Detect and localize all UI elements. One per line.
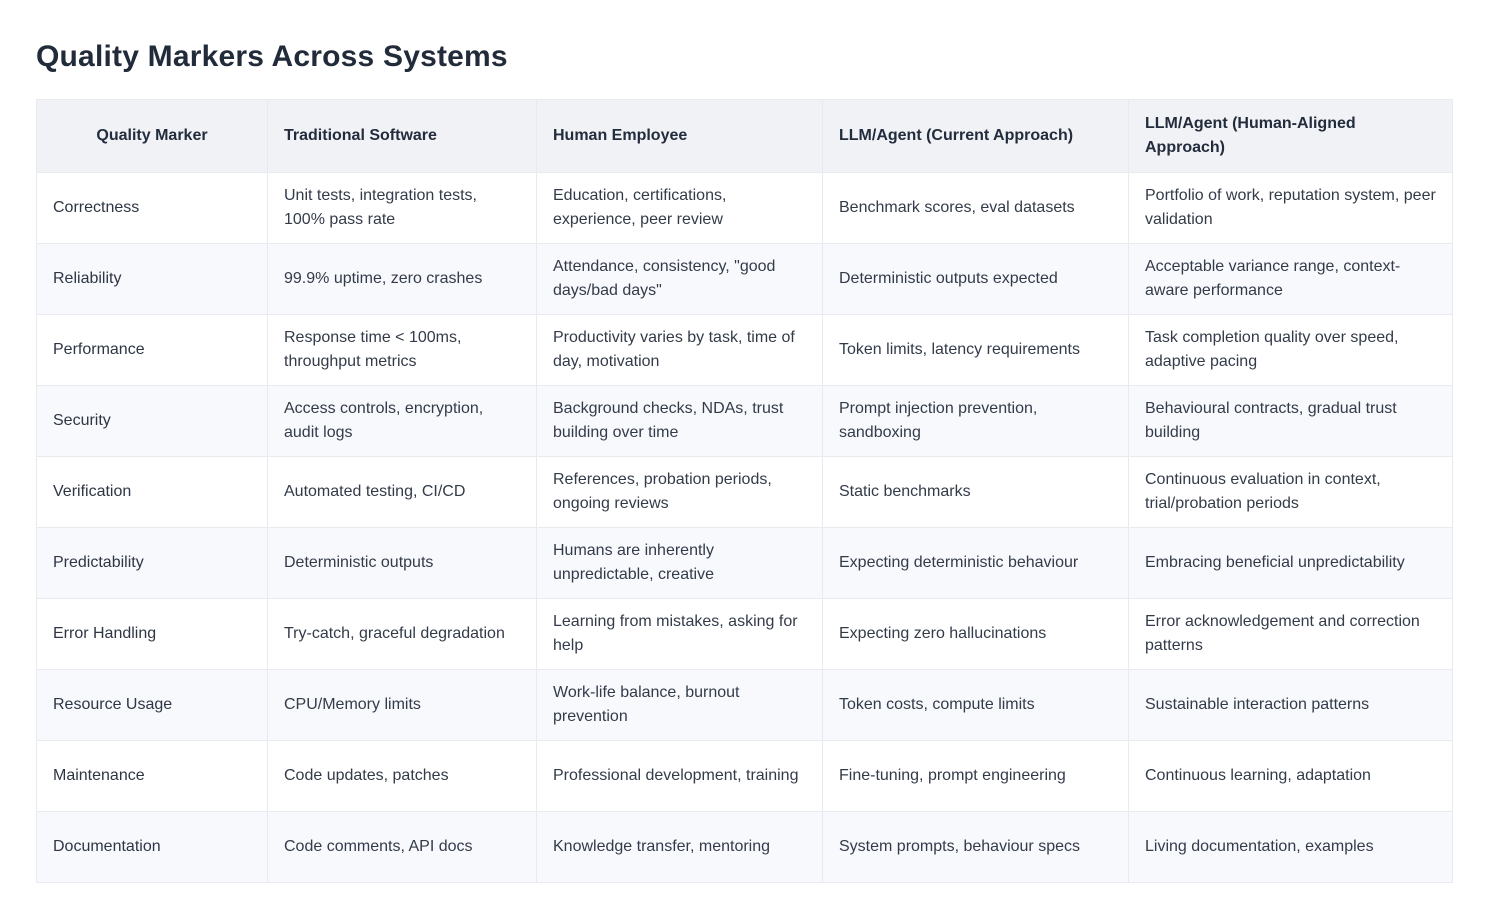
header-row: Quality Marker Traditional Software Human … <box>36 99 1453 173</box>
row-label-cell: Verification <box>36 456 268 528</box>
value-cell: System prompts, behaviour specs <box>822 811 1129 883</box>
value-cell: Expecting zero hallucinations <box>822 598 1129 670</box>
table-row: Correctness Unit tests, integration tests… <box>36 172 1453 244</box>
value-cell: Code updates, patches <box>267 740 537 812</box>
table-row: Verification Automated testing, CI/CD Refe… <box>36 456 1453 528</box>
value-cell: CPU/Memory limits <box>267 669 537 741</box>
value-cell: Token costs, compute limits <box>822 669 1129 741</box>
value-cell: Token limits, latency requirements <box>822 314 1129 386</box>
column-header: LLM/Agent (Current Approach) <box>822 99 1129 173</box>
table-row: Performance Response time < 100ms, throug… <box>36 314 1453 386</box>
value-cell: Humans are inherently unpredictable, cre… <box>536 527 823 599</box>
value-cell: Benchmark scores, eval datasets <box>822 172 1129 244</box>
table-row: Resource Usage CPU/Memory limits Work-life… <box>36 669 1453 741</box>
table-row: Security Access controls, encryption, aud… <box>36 385 1453 457</box>
value-cell: Knowledge transfer, mentoring <box>536 811 823 883</box>
row-label-cell: Error Handling <box>36 598 268 670</box>
row-label-cell: Resource Usage <box>36 669 268 741</box>
value-cell: Behavioural contracts, gradual trust bui… <box>1128 385 1453 457</box>
value-cell: Task completion quality over speed, adap… <box>1128 314 1453 386</box>
value-cell: Embracing beneficial unpredictability <box>1128 527 1453 599</box>
value-cell: Fine-tuning, prompt engineering <box>822 740 1129 812</box>
value-cell: Deterministic outputs expected <box>822 243 1129 315</box>
value-cell: Work-life balance, burnout prevention <box>536 669 823 741</box>
page: Quality Markers Across Systems Quality M… <box>36 40 1453 883</box>
page-title: Quality Markers Across Systems <box>36 40 508 73</box>
row-label-cell: Performance <box>36 314 268 386</box>
value-cell: Prompt injection prevention, sandboxing <box>822 385 1129 457</box>
value-cell: 99.9% uptime, zero crashes <box>267 243 537 315</box>
value-cell: References, probation periods, ongoing r… <box>536 456 823 528</box>
value-cell: Response time < 100ms, throughput metric… <box>267 314 537 386</box>
value-cell: Deterministic outputs <box>267 527 537 599</box>
value-cell: Access controls, encryption, audit logs <box>267 385 537 457</box>
value-cell: Education, certifications, experience, p… <box>536 172 823 244</box>
quality-markers-table: Quality Marker Traditional Software Human … <box>36 99 1453 883</box>
table-row: Error Handling Try-catch, graceful degrad… <box>36 598 1453 670</box>
value-cell: Error acknowledgement and correction pat… <box>1128 598 1453 670</box>
value-cell: Professional development, training <box>536 740 823 812</box>
value-cell: Continuous evaluation in context, trial/… <box>1128 456 1453 528</box>
value-cell: Sustainable interaction patterns <box>1128 669 1453 741</box>
table-row: Maintenance Code updates, patches Professi… <box>36 740 1453 812</box>
column-header: Human Employee <box>536 99 823 173</box>
row-label-cell: Reliability <box>36 243 268 315</box>
value-cell: Background checks, NDAs, trust building … <box>536 385 823 457</box>
row-label-cell: Security <box>36 385 268 457</box>
value-cell: Try-catch, graceful degradation <box>267 598 537 670</box>
value-cell: Learning from mistakes, asking for help <box>536 598 823 670</box>
row-label-cell: Documentation <box>36 811 268 883</box>
column-header: Traditional Software <box>267 99 537 173</box>
row-label-cell: Maintenance <box>36 740 268 812</box>
row-label-cell: Predictability <box>36 527 268 599</box>
column-header: LLM/Agent (Human-Aligned Approach) <box>1128 99 1453 173</box>
row-label-cell: Correctness <box>36 172 268 244</box>
table-body: Correctness Unit tests, integration tests… <box>36 172 1453 883</box>
value-cell: Unit tests, integration tests, 100% pass… <box>267 172 537 244</box>
value-cell: Static benchmarks <box>822 456 1129 528</box>
value-cell: Attendance, consistency, "good days/bad … <box>536 243 823 315</box>
value-cell: Portfolio of work, reputation system, pe… <box>1128 172 1453 244</box>
value-cell: Living documentation, examples <box>1128 811 1453 883</box>
value-cell: Code comments, API docs <box>267 811 537 883</box>
value-cell: Expecting deterministic behaviour <box>822 527 1129 599</box>
table-head: Quality Marker Traditional Software Human … <box>36 99 1453 173</box>
table-row: Reliability 99.9% uptime, zero crashes Att… <box>36 243 1453 315</box>
table-row: Predictability Deterministic outputs Human… <box>36 527 1453 599</box>
value-cell: Automated testing, CI/CD <box>267 456 537 528</box>
value-cell: Continuous learning, adaptation <box>1128 740 1453 812</box>
value-cell: Productivity varies by task, time of day… <box>536 314 823 386</box>
value-cell: Acceptable variance range, context-aware… <box>1128 243 1453 315</box>
column-header: Quality Marker <box>36 99 268 173</box>
table-row: Documentation Code comments, API docs Know… <box>36 811 1453 883</box>
